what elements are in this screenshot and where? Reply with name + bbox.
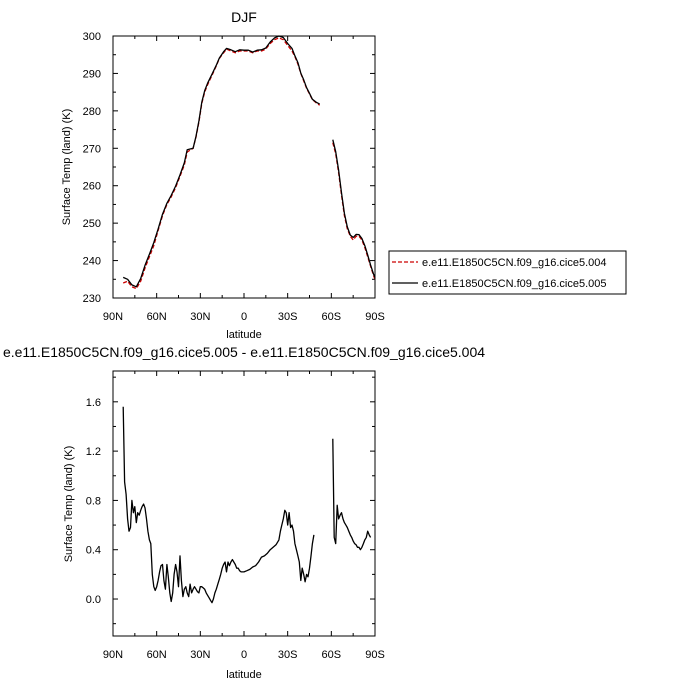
top-panel: DJF 90N 60N 30N 0 30S 60S 90S 230 240 250 260 270 28… — [61, 9, 385, 341]
legend-label-004: e.e11.E1850C5CN.f09_g16.cice5.004 — [422, 257, 607, 269]
bottom-series-line-solid — [122, 406, 315, 604]
bottom-tick-labels: 90N 60N 30N 0 30S 60S 90S 0.0 0.4 0.8 1.2 1.6 — [86, 397, 385, 661]
top-x-tick-label: 30N — [190, 311, 210, 323]
top-chart-title: DJF — [231, 9, 257, 25]
bottom-y-tick-label: 1.2 — [86, 446, 101, 458]
bottom-y-tick-label: 0.0 — [86, 594, 101, 606]
bottom-x-tick-label: 30S — [278, 649, 298, 661]
bottom-y-axis-label: Surface Temp (land) (K) — [63, 446, 75, 563]
legend-label-005: e.e11.E1850C5CN.f09_g16.cice5.005 — [422, 278, 607, 290]
top-x-tick-label: 90S — [365, 311, 385, 323]
bottom-x-tick-label: 90N — [103, 649, 123, 661]
bottom-x-axis-label: latitude — [226, 669, 261, 681]
top-tick-labels: 90N 60N 30N 0 30S 60S 90S 230 240 250 260 270 280 290… — [83, 31, 385, 323]
bottom-y-tick-label: 0.4 — [86, 545, 101, 557]
top-y-tick-label: 250 — [83, 218, 101, 230]
bottom-panel: e.e11.E1850C5CN.f09_g16.cice5.005 - e.e1… — [3, 344, 485, 681]
top-x-axis-label: latitude — [226, 329, 261, 341]
bottom-chart-title: e.e11.E1850C5CN.f09_g16.cice5.005 - e.e1… — [3, 344, 485, 360]
bottom-y-tick-label: 0.8 — [86, 495, 101, 507]
bottom-x-tick-label: 60N — [147, 649, 167, 661]
bottom-x-tick-label: 90S — [365, 649, 385, 661]
top-y-tick-label: 300 — [83, 31, 101, 43]
legend-box — [388, 250, 627, 295]
bottom-y-tick-label: 1.6 — [86, 397, 101, 409]
top-x-tick-label: 60N — [147, 311, 167, 323]
top-series — [122, 35, 376, 290]
bottom-x-tick-label: 60S — [322, 649, 342, 661]
bottom-x-tick-label: 0 — [241, 649, 247, 661]
top-y-tick-label: 240 — [83, 256, 101, 268]
top-x-tick-label: 30S — [278, 311, 298, 323]
bottom-series — [122, 406, 372, 604]
top-x-tick-label: 60S — [322, 311, 342, 323]
bottom-series-line-solid — [332, 438, 372, 551]
bottom-plot-frame — [112, 370, 376, 637]
top-x-tick-label: 90N — [103, 311, 123, 323]
top-y-tick-label: 230 — [83, 293, 101, 305]
top-y-axis-label: Surface Temp (land) (K) — [61, 109, 73, 226]
top-x-tick-label: 0 — [241, 311, 247, 323]
top-y-tick-label: 270 — [83, 143, 101, 155]
top-y-tick-label: 290 — [83, 68, 101, 80]
bottom-x-tick-label: 30N — [190, 649, 210, 661]
top-series-line-solid — [332, 139, 376, 278]
top-y-tick-label: 260 — [83, 181, 101, 193]
top-y-tick-label: 280 — [83, 106, 101, 118]
top-series-line-solid — [122, 35, 320, 288]
top-plot-frame — [112, 35, 376, 299]
legend: e.e11.E1850C5CN.f09_g16.cice5.004 e.e11.… — [388, 250, 627, 295]
